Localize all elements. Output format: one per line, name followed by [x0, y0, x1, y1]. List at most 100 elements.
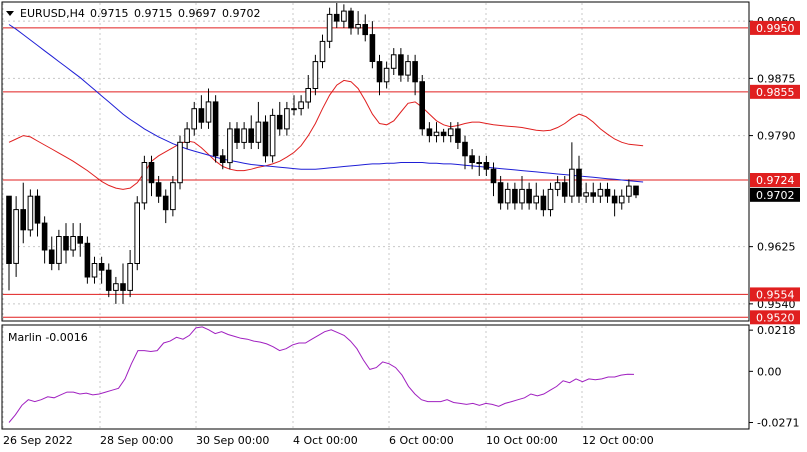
candle[interactable]	[255, 101, 262, 150]
candle[interactable]	[305, 75, 311, 109]
candle[interactable]	[369, 21, 376, 69]
x-tick-label: 28 Sep 00:00	[100, 434, 173, 447]
candle[interactable]	[355, 11, 361, 35]
candle[interactable]	[56, 229, 62, 271]
candle[interactable]	[618, 189, 625, 210]
level-tag-label: 0.9520	[756, 311, 795, 324]
candle[interactable]	[84, 236, 91, 284]
candle[interactable]	[262, 115, 269, 163]
candle[interactable]	[48, 236, 55, 271]
candle[interactable]	[426, 122, 433, 143]
candle[interactable]	[412, 54, 418, 96]
candle[interactable]	[433, 122, 440, 143]
candle[interactable]	[312, 54, 319, 96]
candle[interactable]	[227, 122, 233, 170]
candle[interactable]	[27, 189, 34, 237]
candle[interactable]	[590, 182, 597, 203]
candle[interactable]	[77, 223, 84, 257]
candle[interactable]	[291, 95, 297, 116]
candle[interactable]	[440, 128, 447, 143]
candle[interactable]	[6, 195, 12, 291]
candle[interactable]	[141, 155, 148, 210]
candle[interactable]	[212, 95, 219, 163]
candle[interactable]	[519, 175, 525, 210]
x-tick-label: 6 Oct 00:00	[389, 434, 454, 447]
candle[interactable]	[469, 149, 475, 170]
candle[interactable]	[198, 95, 205, 129]
candle[interactable]	[269, 108, 276, 163]
candle[interactable]	[41, 216, 48, 264]
candle[interactable]	[20, 182, 26, 244]
candle[interactable]	[191, 101, 197, 136]
candle[interactable]	[148, 155, 155, 197]
candle[interactable]	[219, 149, 226, 170]
candle[interactable]	[127, 250, 133, 298]
candle[interactable]	[170, 175, 176, 217]
x-tick-label: 4 Oct 00:00	[293, 434, 358, 447]
candle[interactable]	[419, 75, 425, 136]
candle[interactable]	[626, 179, 632, 203]
candle[interactable]	[547, 182, 554, 217]
candle[interactable]	[455, 122, 461, 150]
candle[interactable]	[63, 223, 69, 264]
candle[interactable]	[348, 7, 354, 35]
candle[interactable]	[462, 135, 468, 170]
candle[interactable]	[526, 182, 532, 210]
candle[interactable]	[483, 155, 490, 176]
candle[interactable]	[34, 189, 41, 237]
candle[interactable]	[326, 7, 333, 49]
level-tag	[750, 287, 800, 302]
candle[interactable]	[134, 196, 140, 271]
candle[interactable]	[234, 122, 240, 150]
candle[interactable]	[284, 101, 290, 136]
candle[interactable]	[540, 189, 547, 217]
candle[interactable]	[205, 88, 212, 129]
candle[interactable]	[569, 142, 575, 203]
candle[interactable]	[241, 122, 247, 150]
candle[interactable]	[13, 196, 19, 277]
candle[interactable]	[561, 175, 568, 203]
candle[interactable]	[113, 276, 119, 304]
candle[interactable]	[533, 182, 540, 210]
candle[interactable]	[504, 182, 511, 210]
candle[interactable]	[583, 182, 589, 203]
candle[interactable]	[333, 3, 340, 28]
candle[interactable]	[512, 182, 518, 210]
candle[interactable]	[383, 61, 390, 89]
candle[interactable]	[362, 14, 368, 42]
candle[interactable]	[105, 263, 112, 298]
dropdown-triangle-icon[interactable]	[6, 11, 14, 16]
candle[interactable]	[476, 155, 482, 176]
candle[interactable]	[155, 175, 162, 203]
candle[interactable]	[184, 122, 190, 150]
candle[interactable]	[633, 185, 639, 199]
candle[interactable]	[248, 115, 254, 150]
candle[interactable]	[447, 122, 454, 143]
candle[interactable]	[120, 263, 126, 304]
candle[interactable]	[398, 48, 404, 82]
candle[interactable]	[162, 189, 169, 224]
candle[interactable]	[98, 256, 105, 284]
candle[interactable]	[597, 182, 604, 203]
candle[interactable]	[390, 48, 397, 76]
candle[interactable]	[341, 4, 347, 28]
marlin-y-tick-label: 0.0218	[757, 324, 796, 337]
candle[interactable]	[298, 95, 304, 116]
candle[interactable]	[319, 34, 326, 69]
marlin-title: Marlin -0.0016	[8, 331, 88, 344]
indicator-panel	[1, 324, 750, 430]
candle[interactable]	[490, 162, 497, 197]
candle[interactable]	[611, 189, 618, 217]
candle[interactable]	[70, 223, 76, 257]
candle[interactable]	[177, 135, 183, 190]
level-tag	[750, 84, 800, 99]
candle[interactable]	[554, 175, 561, 197]
candle[interactable]	[405, 54, 411, 82]
candle[interactable]	[376, 54, 383, 96]
candle[interactable]	[576, 155, 582, 203]
candle[interactable]	[604, 182, 611, 203]
candle[interactable]	[276, 101, 283, 136]
candle[interactable]	[91, 256, 98, 284]
candle[interactable]	[497, 175, 504, 210]
